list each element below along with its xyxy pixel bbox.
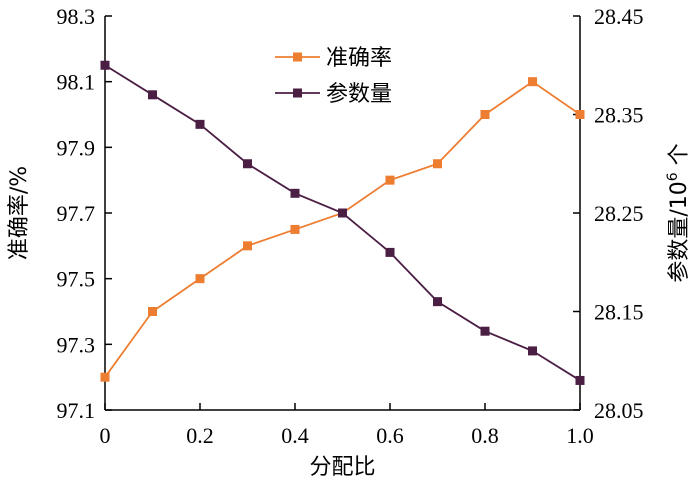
x-tick-label: 1.0 <box>566 423 594 448</box>
legend-label-2: 参数量 <box>326 82 392 107</box>
series-1-point <box>528 77 537 87</box>
series-1-point <box>433 159 442 169</box>
left-y-axis-title: 准确率/% <box>7 166 32 260</box>
x-axis-title: 分配比 <box>309 455 375 480</box>
series-2-point <box>433 297 442 307</box>
series-line-1 <box>104 80 581 378</box>
right-y-tick-label: 28.15 <box>594 300 644 325</box>
legend-marker-1 <box>293 52 302 62</box>
legend-label-1: 准确率 <box>326 46 392 71</box>
right-y-tick-label: 28.35 <box>594 103 644 128</box>
series-2-point <box>195 119 205 129</box>
x-tick-label: 0.6 <box>376 423 404 448</box>
series-2-point <box>575 375 585 385</box>
series-2-point <box>338 208 347 218</box>
series-line-2 <box>104 64 581 382</box>
x-tick-label: 0.2 <box>186 423 214 448</box>
series-1-point <box>480 110 490 119</box>
left-y-tick-label: 97.7 <box>57 201 96 226</box>
x-tick-label: 0.4 <box>281 423 309 448</box>
series-1-point <box>290 224 300 234</box>
series-2-point <box>100 60 110 70</box>
series-2-point <box>243 159 252 169</box>
x-tick-label: 0.8 <box>471 423 499 448</box>
left-y-tick-label: 98.3 <box>57 4 96 29</box>
left-y-tick-label: 97.3 <box>57 332 96 357</box>
series-1-point <box>385 175 395 185</box>
right-y-axis-title: 参数量/106 个 <box>665 143 692 282</box>
axis-titles: 分配比 准确率/% 参数量/106 个 <box>7 143 692 480</box>
series-2-point <box>385 247 395 257</box>
left-y-tick-label: 97.9 <box>57 135 96 160</box>
series-1-point <box>148 307 157 316</box>
series-1-point <box>100 372 110 382</box>
series-2-point <box>290 188 300 198</box>
series-1-point <box>575 110 585 119</box>
left-y-tick-label: 98.1 <box>57 70 96 95</box>
left-y-tick-label: 97.1 <box>57 398 96 423</box>
series-2-point <box>148 90 157 100</box>
series-group <box>100 60 585 385</box>
right-y-tick-label: 28.25 <box>594 201 644 226</box>
right-y-tick-label: 28.45 <box>594 4 644 29</box>
left-y-tick-label: 97.5 <box>57 267 96 292</box>
legend-marker-2 <box>293 88 302 98</box>
ticks-group: 0 0.2 0.4 0.6 0.8 1.0 97.1 97.3 97.5 97.7 97.9 98.1… <box>57 4 644 448</box>
right-y-axis-title-unit: 个 <box>667 143 692 172</box>
right-y-axis-title-superscript: 6 <box>665 172 681 181</box>
series-1-point <box>195 274 205 284</box>
series-1-point <box>243 241 252 251</box>
series-2-point <box>528 346 537 356</box>
right-y-axis-title-main: 参数量/10 <box>667 181 692 282</box>
series-2-point <box>480 326 490 336</box>
x-tick-label: 0 <box>100 423 111 448</box>
right-y-tick-label: 28.05 <box>594 398 644 423</box>
